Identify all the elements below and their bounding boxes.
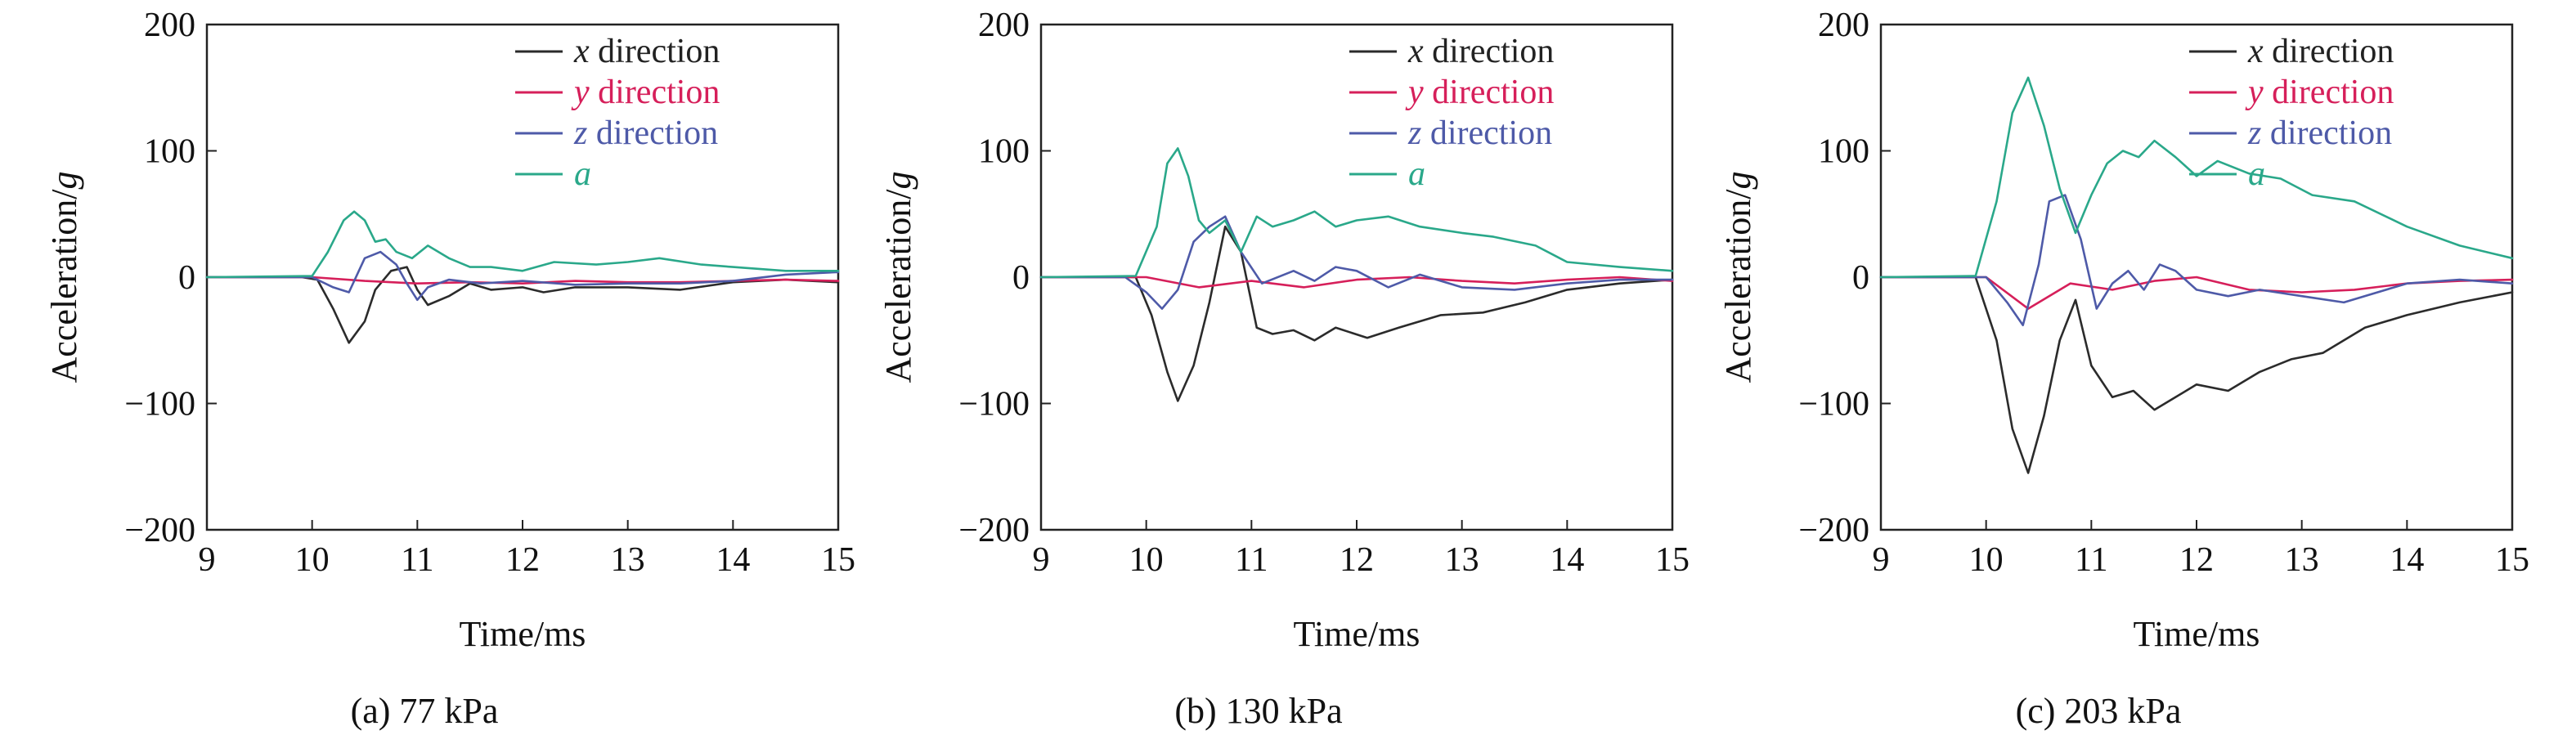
legend-var: y — [1405, 74, 1424, 111]
series-line-x — [1039, 225, 1674, 402]
panel-caption: (c) 203 kPa — [2016, 691, 2182, 731]
x-tick-label: 11 — [401, 541, 433, 579]
legend-entry-x: x direction — [573, 33, 720, 70]
legend-entry-z: z direction — [1407, 114, 1552, 152]
x-tick-label: 10 — [295, 541, 330, 579]
legend-name: direction — [1424, 74, 1555, 111]
legend-entry-a: a — [2248, 155, 2265, 193]
y-tick-label: −200 — [124, 512, 195, 549]
legend-entry-y: y direction — [1405, 74, 1554, 111]
legend-entry-x: x direction — [2247, 33, 2394, 70]
legend-var: x — [573, 33, 590, 70]
series-line-y — [1039, 276, 1674, 289]
series-line-z — [1039, 215, 1674, 310]
legend-var: z — [2247, 114, 2261, 152]
y-axis-label-text: Acceleration/ — [878, 189, 918, 383]
y-tick-label: 0 — [1852, 259, 1869, 297]
y-axis-label-var: g — [1718, 172, 1758, 190]
legend-entry-y: y direction — [2245, 74, 2394, 111]
x-tick-label: 9 — [1873, 541, 1890, 579]
x-tick-label: 14 — [1550, 541, 1584, 579]
x-axis-label: Time/ms — [460, 614, 586, 654]
x-tick-label: 15 — [1655, 541, 1690, 579]
series-line-x — [1879, 276, 2514, 474]
x-tick-label: 12 — [1340, 541, 1374, 579]
x-tick-label: 13 — [611, 541, 645, 579]
y-tick-label: 200 — [978, 7, 1030, 44]
legend-entry-x: x direction — [1407, 33, 1554, 70]
legend-name: direction — [590, 74, 720, 111]
y-tick-label: 100 — [1818, 133, 1869, 171]
legend-var: a — [1408, 155, 1425, 193]
legend-entry-a: a — [1408, 155, 1425, 193]
legend-name: direction — [2261, 114, 2392, 152]
x-tick-label: 13 — [2285, 541, 2319, 579]
y-tick-label: −200 — [1798, 512, 1869, 549]
x-tick-label: 9 — [1033, 541, 1050, 579]
y-tick-label: 100 — [144, 133, 195, 171]
legend-var: x — [1407, 33, 1424, 70]
series-line-a — [1039, 147, 1674, 279]
x-tick-label: 11 — [1235, 541, 1268, 579]
legend-var: z — [1407, 114, 1421, 152]
y-axis-label: Acceleration/g — [1718, 172, 1758, 383]
legend-var: y — [2245, 74, 2264, 111]
x-tick-label: 15 — [2495, 541, 2529, 579]
y-tick-label: −200 — [958, 512, 1030, 549]
x-tick-label: 11 — [2075, 541, 2107, 579]
x-axis-label: Time/ms — [1294, 614, 1420, 654]
legend-entry-y: y direction — [571, 74, 720, 111]
y-tick-label: 200 — [144, 7, 195, 44]
series-line-z — [205, 250, 840, 302]
y-axis-label-text: Acceleration/ — [1718, 189, 1758, 383]
y-tick-label: 0 — [1012, 259, 1030, 297]
legend-var: a — [2248, 155, 2265, 193]
x-tick-label: 15 — [821, 541, 855, 579]
x-tick-label: 13 — [1445, 541, 1479, 579]
y-axis-label: Acceleration/g — [44, 172, 84, 383]
x-axis-label: Time/ms — [2134, 614, 2260, 654]
legend-name: direction — [587, 114, 718, 152]
x-tick-label: 12 — [2179, 541, 2214, 579]
panel-caption: (b) 130 kPa — [1174, 691, 1342, 731]
y-tick-label: 100 — [978, 133, 1030, 171]
y-tick-label: 200 — [1818, 7, 1869, 44]
legend-var: x — [2247, 33, 2264, 70]
legend-name: direction — [2264, 74, 2394, 111]
y-tick-label: −100 — [958, 386, 1030, 424]
series-line-a — [205, 210, 840, 279]
legend-name: direction — [1424, 33, 1555, 70]
y-axis-label-var: g — [878, 172, 918, 190]
x-tick-label: 10 — [1129, 541, 1164, 579]
y-axis-label: Acceleration/g — [878, 172, 918, 383]
series-line-a — [1879, 76, 2514, 279]
legend-entry-z: z direction — [573, 114, 718, 152]
legend-name: direction — [590, 33, 720, 70]
x-tick-label: 14 — [2390, 541, 2424, 579]
x-tick-label: 9 — [199, 541, 216, 579]
legend-name: direction — [1421, 114, 1552, 152]
legend-entry-z: z direction — [2247, 114, 2392, 152]
x-tick-label: 10 — [1969, 541, 2004, 579]
legend-name: direction — [2264, 33, 2394, 70]
x-tick-label: 14 — [716, 541, 750, 579]
series-line-x — [205, 266, 840, 344]
y-axis-label-text: Acceleration/ — [44, 189, 84, 383]
y-tick-label: −100 — [1798, 386, 1869, 424]
panel-caption: (a) 77 kPa — [351, 691, 499, 731]
legend-entry-a: a — [574, 155, 591, 193]
legend-var: y — [571, 74, 590, 111]
series-line-z — [1879, 194, 2514, 326]
y-axis-label-var: g — [44, 172, 84, 190]
x-tick-label: 12 — [505, 541, 540, 579]
y-tick-label: −100 — [124, 386, 195, 424]
legend-var: z — [573, 114, 587, 152]
y-tick-label: 0 — [178, 259, 195, 297]
legend-var: a — [574, 155, 591, 193]
